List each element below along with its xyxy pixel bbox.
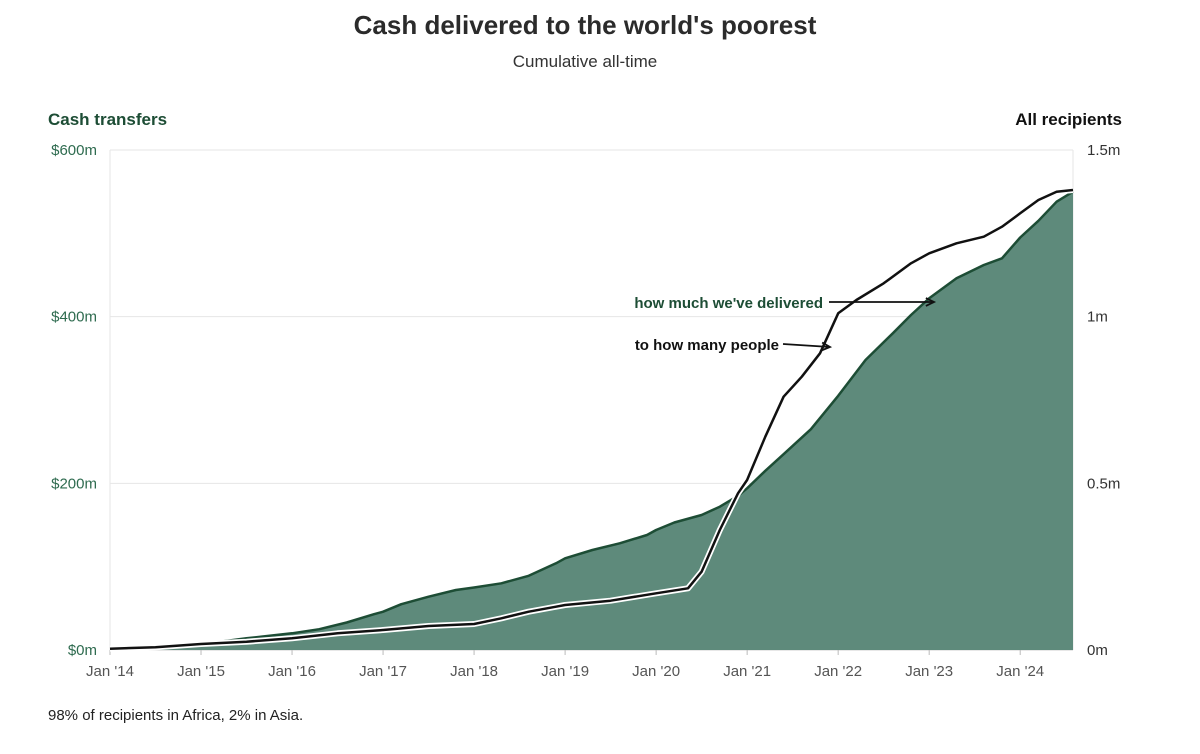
right-axis-title: All recipients xyxy=(1015,110,1122,129)
left-axis-tick-label: $400m xyxy=(51,309,97,326)
left-axis-title: Cash transfers xyxy=(48,110,168,129)
x-axis-tick-label: Jan '16 xyxy=(268,663,316,680)
x-axis-tick-label: Jan '15 xyxy=(177,663,225,680)
x-axis-tick-label: Jan '21 xyxy=(723,663,771,680)
footnote: 98% of recipients in Africa, 2% in Asia. xyxy=(48,707,304,724)
annotation-cash-label: how much we've delivered xyxy=(634,295,823,312)
annotation-recipients-arrow xyxy=(782,343,831,348)
annotation-recipients-arrow-head xyxy=(821,341,833,352)
right-axis-tick-label: 0m xyxy=(1087,642,1108,659)
x-axis-tick-label: Jan '20 xyxy=(632,663,680,680)
annotations: how much we've delivered to how many peop… xyxy=(634,295,937,354)
annotation-cash-arrow-head xyxy=(925,297,937,307)
x-axis-tick-label: Jan '18 xyxy=(450,663,498,680)
cash-transfers-line xyxy=(109,190,1074,650)
area-layer xyxy=(109,190,1074,650)
left-axis-tick-label: $200m xyxy=(51,475,97,492)
left-axis-tick-label: $600m xyxy=(51,142,97,159)
right-axis-tick-label: 1m xyxy=(1087,309,1108,326)
axis-ticks: $0m $200m $400m $600m 0m 0.5m 1m 1.5m Jan '14 Jan… xyxy=(51,142,1120,680)
right-axis-tick-label: 1.5m xyxy=(1087,142,1120,159)
x-axis-tick-label: Jan '22 xyxy=(814,663,862,680)
right-axis-tick-label: 0.5m xyxy=(1087,475,1120,492)
left-axis-tick-label: $0m xyxy=(68,642,97,659)
x-axis-tick-label: Jan '23 xyxy=(905,663,953,680)
annotation-recipients-label: to how many people xyxy=(635,337,779,354)
x-axis-tick-label: Jan '14 xyxy=(86,663,134,680)
recipients-line xyxy=(109,188,1074,650)
x-axis-tick-label: Jan '24 xyxy=(996,663,1044,680)
chart-title: Cash delivered to the world's poorest xyxy=(353,10,817,40)
line-layer xyxy=(109,187,1074,652)
cash-transfers-area xyxy=(110,191,1073,650)
chart-subtitle: Cumulative all-time xyxy=(512,52,658,71)
x-axis-tick-label: Jan '19 xyxy=(541,663,589,680)
x-axis-tick-label: Jan '17 xyxy=(359,663,407,680)
